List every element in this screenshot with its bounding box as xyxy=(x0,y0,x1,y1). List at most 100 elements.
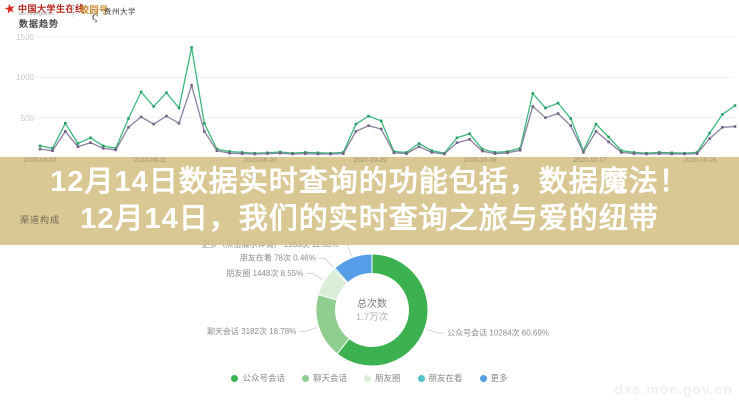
legend-dot xyxy=(479,374,487,382)
data-point xyxy=(708,131,711,135)
data-point xyxy=(468,132,471,136)
legend-item-朋友在看[interactable]: 朋友在看 xyxy=(417,372,463,384)
donut-center-label: 总次数 xyxy=(357,297,387,310)
data-point xyxy=(177,122,181,125)
legend-item-朋友圈[interactable]: 朋友圈 xyxy=(363,372,401,384)
partner-name: 贵州大学 xyxy=(104,7,136,16)
data-point xyxy=(531,92,535,95)
watermark: dxs.moe.gov.cn xyxy=(614,381,733,397)
data-point xyxy=(215,149,219,152)
data-point xyxy=(291,152,294,156)
data-point xyxy=(240,152,244,155)
data-point xyxy=(670,152,674,156)
data-point xyxy=(594,130,598,133)
data-point xyxy=(101,147,105,150)
legend-label: 更多 xyxy=(490,373,508,383)
data-point xyxy=(139,115,143,119)
x-tick-2020-09-11: 2020-09-11 xyxy=(133,157,167,164)
legend-label: 朋友圈 xyxy=(374,373,401,383)
legend-item-聊天会话[interactable]: 聊天会话 xyxy=(301,372,347,384)
leader-line xyxy=(306,273,323,281)
page-title: 数据趋势 xyxy=(19,19,60,29)
data-point xyxy=(127,117,130,120)
data-point xyxy=(544,116,547,119)
x-tick-2020-10-17: 2020-10-17 xyxy=(573,157,607,164)
data-point xyxy=(38,144,42,148)
donut-slice-聊天会话[interactable] xyxy=(315,293,350,355)
data-point xyxy=(582,151,585,154)
data-point xyxy=(215,147,219,151)
data-point xyxy=(64,122,67,125)
data-point xyxy=(329,152,332,156)
data-point xyxy=(620,149,623,152)
data-point xyxy=(127,126,130,129)
data-point xyxy=(430,151,433,154)
trend-series-green xyxy=(39,47,736,154)
data-point xyxy=(114,147,118,150)
data-point xyxy=(203,130,206,133)
slice-label-朋友在看: 朋友在看 78次 0.46% xyxy=(240,253,316,263)
data-point xyxy=(417,142,421,145)
data-point xyxy=(114,148,118,152)
y-tick-500: 500 xyxy=(20,113,34,123)
data-point xyxy=(506,150,509,153)
data-point xyxy=(253,152,257,156)
data-point xyxy=(632,152,636,155)
data-point xyxy=(556,101,560,105)
data-point xyxy=(89,141,92,144)
data-point xyxy=(695,152,699,155)
data-point xyxy=(506,151,509,155)
legend-dot xyxy=(417,374,425,382)
channel-section-title: 渠道构成 xyxy=(20,215,61,225)
data-point xyxy=(544,106,547,110)
partner-badge[interactable]: 校园号 xyxy=(80,5,109,15)
data-point xyxy=(367,124,370,127)
data-point xyxy=(354,122,358,126)
x-tick-2020-10-08: 2020-10-08 xyxy=(463,157,497,164)
leader-line xyxy=(299,327,317,332)
donut-legend: 公众号会话 聊天会话 朋友圈 朋友在看 更多 xyxy=(0,372,739,384)
leader-line xyxy=(318,257,334,268)
y-tick-1000: 1000 xyxy=(16,73,34,83)
data-point xyxy=(266,152,269,155)
data-point xyxy=(556,112,560,115)
data-point xyxy=(392,151,396,155)
trend-line-chart xyxy=(35,36,737,156)
leader-line xyxy=(426,328,445,334)
data-point xyxy=(721,126,724,129)
legend-label: 聊天会话 xyxy=(312,373,347,383)
data-point xyxy=(51,149,54,152)
donut-slice-更多[interactable] xyxy=(334,253,373,284)
data-point xyxy=(190,46,193,49)
data-point xyxy=(405,152,408,155)
data-point xyxy=(64,130,67,133)
data-point xyxy=(582,149,585,152)
data-point xyxy=(228,151,231,155)
data-point xyxy=(278,151,282,155)
data-point xyxy=(152,105,155,108)
legend-item-公众号会话[interactable]: 公众号会话 xyxy=(231,372,285,384)
data-point xyxy=(481,149,484,153)
data-point xyxy=(316,152,320,156)
data-point xyxy=(645,152,648,156)
data-point xyxy=(733,125,737,128)
data-point xyxy=(569,124,572,127)
headline-line1: 12月14日数据实时查询的功能包括，数据魔法！ xyxy=(50,166,689,198)
donut-slice-公众号会话[interactable] xyxy=(336,253,429,367)
legend-item-更多[interactable]: 更多 xyxy=(479,372,508,384)
data-point xyxy=(443,152,446,156)
data-point xyxy=(493,152,497,155)
data-point xyxy=(76,142,80,145)
logo-divider xyxy=(72,4,73,17)
data-point xyxy=(379,119,383,123)
data-point xyxy=(304,152,307,155)
data-point xyxy=(455,141,459,144)
data-point xyxy=(607,135,610,139)
slice-label-公众号会话: 公众号会话 10284次 60.69% xyxy=(447,328,549,338)
data-point xyxy=(354,130,358,133)
site-logo[interactable]: 中国大学生在线 xyxy=(18,4,85,14)
data-point xyxy=(455,136,459,140)
slice-label-聊天会话: 聊天会话 3182次 18.78% xyxy=(207,326,296,336)
data-point xyxy=(531,105,535,108)
